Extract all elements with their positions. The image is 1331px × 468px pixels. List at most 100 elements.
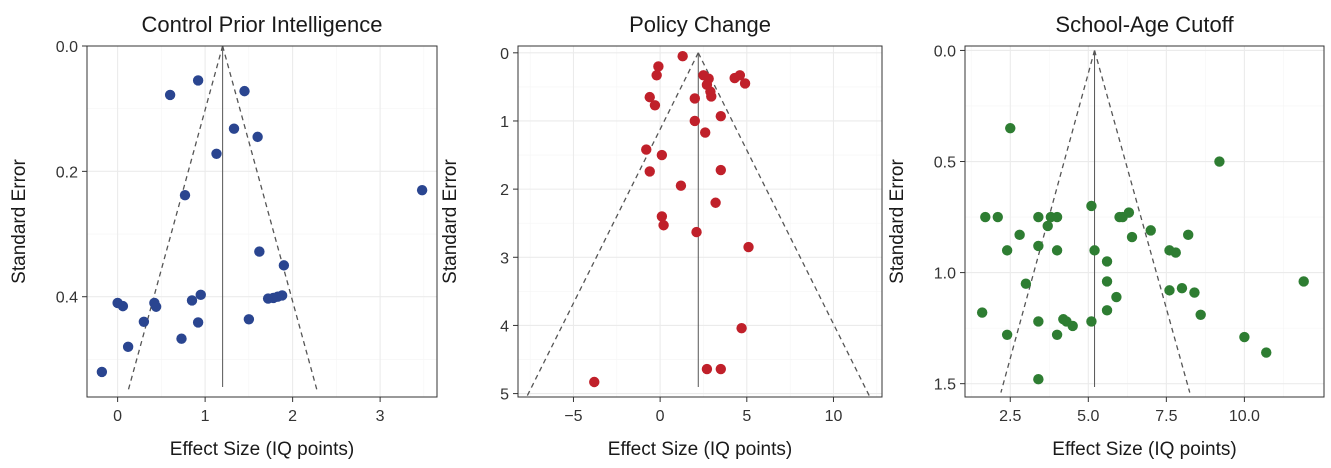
panel-control-prior-intelligence: 0 1 2 3 0.0 0.2 0.4 Control Prior Intelligence E… — [9, 12, 438, 460]
data-point — [980, 211, 991, 223]
panel-policy-change: −5 0 5 10 0 1 2 3 4 5 Policy Change Effect Size (IQ… — [440, 12, 883, 460]
data-point — [278, 260, 290, 271]
y-tick-label: 0.5 — [934, 155, 956, 172]
x-tick-label: 5 — [742, 408, 751, 425]
funnel-left-line — [127, 45, 224, 391]
data-point — [649, 100, 661, 111]
data-point — [179, 189, 191, 201]
x-tick-label: −5 — [564, 408, 582, 425]
x-tick-label: 10 — [825, 408, 843, 425]
data-point — [1189, 287, 1200, 298]
data-point — [1195, 309, 1206, 321]
data-point — [1033, 240, 1044, 252]
data-point — [644, 91, 655, 103]
data-point — [1067, 320, 1078, 332]
x-tick-label: 0 — [113, 408, 122, 425]
data-point — [691, 226, 702, 238]
data-point — [1123, 207, 1135, 218]
data-point — [651, 70, 662, 81]
data-point — [734, 70, 746, 81]
x-axis-label: Effect Size (IQ points) — [170, 439, 354, 460]
x-tick-label: 2 — [288, 408, 297, 425]
data-point — [743, 241, 754, 253]
data-point — [192, 75, 204, 86]
funnel-right-line — [1093, 50, 1191, 393]
data-point — [715, 111, 726, 122]
data-point — [644, 166, 655, 177]
plot-background — [87, 45, 437, 397]
y-tick-label: 3 — [500, 250, 509, 267]
data-point — [715, 164, 726, 176]
data-point — [689, 93, 700, 104]
plot-background — [518, 46, 882, 397]
data-point — [1101, 305, 1113, 316]
data-point — [656, 211, 668, 222]
y-tick-label: 0.4 — [56, 290, 78, 307]
funnel-right-line — [221, 45, 318, 391]
data-point — [1001, 245, 1013, 256]
y-axis-label: Standard Error — [887, 159, 908, 284]
data-point — [1014, 229, 1025, 241]
data-point — [1033, 374, 1044, 385]
data-point — [254, 246, 265, 257]
y-tick-label: 1 — [500, 114, 509, 131]
x-tick-label: 3 — [376, 408, 385, 425]
data-point — [195, 289, 206, 301]
data-point — [589, 376, 600, 388]
data-point — [992, 211, 1003, 223]
data-point — [239, 85, 250, 97]
data-point — [138, 316, 150, 327]
data-point — [706, 91, 717, 102]
data-point — [192, 317, 204, 328]
y-tick-label: 0.0 — [934, 43, 956, 60]
data-point — [276, 290, 288, 301]
data-point — [1051, 245, 1063, 256]
y-tick-label: 4 — [500, 318, 509, 335]
data-point — [1183, 229, 1194, 241]
data-point — [700, 127, 711, 138]
data-point — [1001, 329, 1013, 340]
data-point — [176, 333, 187, 344]
data-point — [186, 295, 198, 306]
data-point — [1033, 211, 1044, 223]
data-point — [656, 149, 668, 161]
x-axis-label: Effect Size (IQ points) — [608, 439, 792, 460]
x-tick-label: 10.0 — [1229, 408, 1260, 425]
panel-title: Policy Change — [629, 12, 771, 37]
data-point — [641, 144, 652, 155]
y-tick-label: 0.0 — [56, 39, 78, 56]
y-axis-label: Standard Error — [440, 159, 461, 284]
data-point — [1020, 278, 1032, 289]
data-point — [252, 131, 263, 143]
data-point — [122, 341, 134, 353]
data-point — [211, 148, 222, 160]
y-tick-label: 5 — [500, 387, 509, 404]
data-point — [1298, 276, 1309, 287]
x-tick-label: 2.5 — [999, 408, 1021, 425]
data-point — [1086, 200, 1097, 212]
data-point — [1101, 276, 1113, 287]
data-point — [715, 363, 726, 375]
x-tick-label: 1 — [201, 408, 210, 425]
plot-frame — [86, 45, 438, 398]
data-point — [1101, 256, 1113, 267]
data-point — [1126, 231, 1138, 243]
y-tick-label: 1.0 — [934, 266, 956, 283]
data-point — [1111, 291, 1122, 303]
plot-background — [965, 46, 1324, 397]
data-point — [416, 184, 428, 196]
data-point — [228, 123, 240, 134]
data-point — [117, 300, 129, 312]
data-point — [710, 197, 721, 208]
data-point — [1239, 331, 1250, 343]
x-axis-label: Effect Size (IQ points) — [1052, 439, 1236, 460]
data-point — [653, 61, 664, 72]
y-tick-label: 2 — [500, 182, 509, 199]
data-point — [150, 301, 162, 312]
data-point — [243, 314, 255, 325]
x-tick-label: 7.5 — [1155, 408, 1177, 425]
data-point — [1005, 122, 1016, 134]
data-point — [1214, 156, 1225, 167]
